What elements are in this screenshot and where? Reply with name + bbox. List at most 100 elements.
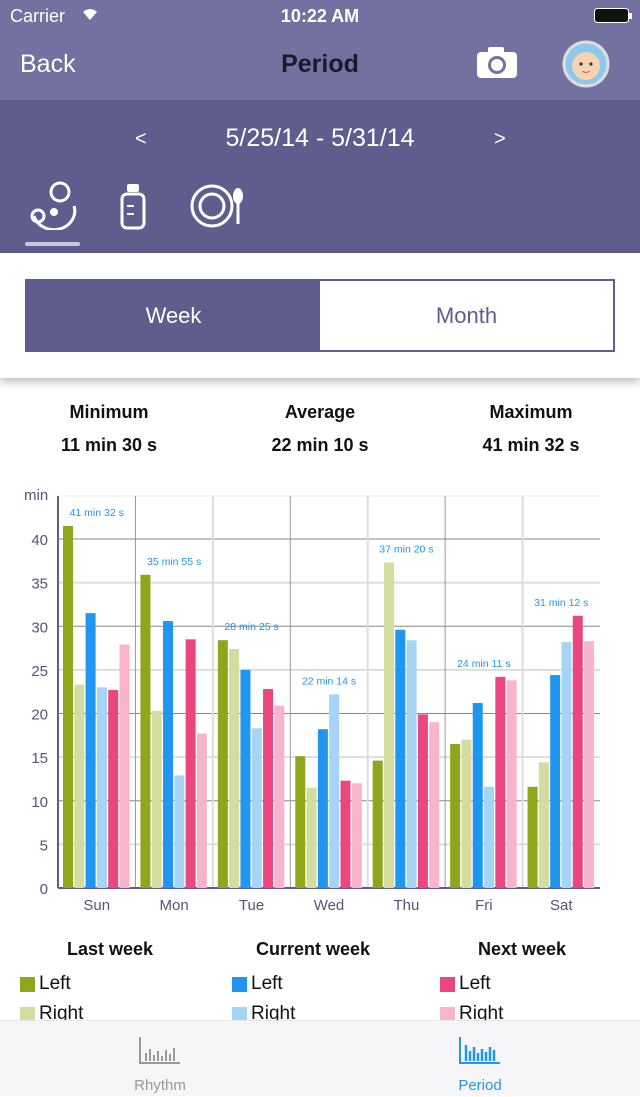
bar-tue-1 [229, 648, 240, 888]
bar-sun-3 [96, 687, 107, 888]
y-tick-label: 0 [40, 881, 48, 898]
clock: 10:22 AM [280, 6, 360, 26]
y-tick-label: 5 [40, 837, 48, 854]
stat-value: 22 min 10 s [271, 435, 369, 455]
bar-sat-0 [527, 786, 538, 888]
bar-mon-5 [196, 733, 207, 888]
bar-wed-1 [306, 787, 317, 888]
wifi-icon [80, 4, 100, 27]
bar-tue-2 [240, 669, 251, 888]
bar-mon-2 [163, 621, 174, 888]
prev-week-button[interactable]: < [135, 128, 147, 150]
status-bar: Carrier 10:22 AM [0, 0, 640, 32]
camera-icon[interactable] [476, 45, 518, 84]
legend-current-left: Left [232, 973, 283, 995]
legend-next-left: Left [440, 973, 491, 995]
segment-month[interactable]: Month [320, 281, 613, 350]
x-tick-label: Fri [475, 897, 493, 914]
back-button[interactable]: Back [20, 50, 76, 78]
bar-mon-1 [151, 710, 162, 888]
bar-thu-0 [372, 760, 383, 888]
meal-icon[interactable] [190, 182, 250, 237]
bar-sat-1 [538, 762, 549, 888]
nav-bar: Back Period [0, 32, 640, 100]
breastfeeding-icon[interactable] [26, 180, 80, 235]
bar-thu-3 [406, 640, 417, 888]
y-tick-label: 30 [31, 619, 48, 636]
stat-minimum: Minimum 11 min 30 s [9, 402, 209, 456]
bar-thu-2 [395, 629, 406, 888]
period-selector-area: Week Month [0, 253, 640, 378]
legend-last-right: Right [20, 1003, 83, 1025]
bar-sun-1 [74, 684, 85, 888]
tab-bar: Rhythm Period [0, 1020, 640, 1096]
tab-rhythm[interactable]: Rhythm [80, 1021, 240, 1097]
weekly-bar-chart: 0 5 10 15 20 25 30 35 40 min Sun 41 min 32 s Mon 35 m… [24, 487, 600, 914]
legend-label: Right [251, 1003, 296, 1024]
bar-fri-2 [472, 703, 483, 888]
stat-value: 11 min 30 s [60, 435, 158, 455]
tab-period[interactable]: Period [400, 1021, 560, 1097]
bar-sat-3 [561, 641, 572, 888]
bar-sun-2 [85, 613, 96, 888]
y-tick-label: 35 [31, 576, 48, 593]
max-annotation: 41 min 32 s [70, 507, 124, 519]
legend-next-right: Right [440, 1003, 503, 1025]
bottle-icon[interactable] [118, 182, 148, 237]
max-annotation: 22 min 14 s [302, 675, 356, 687]
legend-last-week: Last week [67, 939, 154, 959]
period-icon [459, 1037, 500, 1064]
legend-current-right: Right [232, 1003, 295, 1025]
legend-label: Right [39, 1003, 84, 1024]
legend-next-week: Next week [478, 939, 567, 959]
bar-sat-2 [550, 675, 561, 888]
bar-sat-4 [572, 615, 583, 888]
x-tick-label: Sun [83, 897, 110, 914]
bar-wed-3 [329, 694, 340, 888]
bar-sun-0 [63, 525, 73, 888]
stat-maximum: Maximum 41 min 32 s [431, 402, 631, 456]
y-tick-label: 10 [31, 794, 48, 811]
bar-fri-0 [450, 744, 461, 888]
date-range-bar: < 5/25/14 - 5/31/14 > [0, 100, 640, 253]
max-annotation: 35 min 55 s [147, 556, 201, 568]
segment-week[interactable]: Week [27, 281, 320, 350]
x-tick-label: Wed [314, 897, 345, 914]
x-tick-label: Sat [550, 897, 573, 914]
legend-label: Left [39, 973, 71, 994]
bar-sun-4 [108, 689, 119, 888]
baby-avatar[interactable] [562, 40, 610, 93]
stat-label: Maximum [489, 402, 573, 422]
bar-tue-4 [263, 689, 274, 888]
bar-wed-2 [317, 729, 328, 888]
date-range: 5/25/14 - 5/31/14 [225, 124, 415, 152]
bar-thu-4 [417, 714, 428, 888]
bar-wed-0 [295, 756, 306, 888]
bar-fri-3 [484, 786, 495, 888]
y-axis-label: min [24, 487, 48, 504]
legend-label: Left [459, 973, 491, 994]
bar-sat-5 [584, 641, 595, 888]
carrier: Carrier [10, 6, 66, 26]
legend-last-left: Left [20, 973, 71, 995]
bar-fri-5 [506, 680, 517, 888]
stat-average: Average 22 min 10 s [220, 402, 420, 456]
active-category-indicator [25, 242, 80, 246]
x-tick-label: Thu [393, 897, 419, 914]
bar-mon-3 [174, 775, 185, 888]
legend-current-week: Current week [256, 939, 371, 959]
next-week-button[interactable]: > [494, 128, 506, 150]
x-tick-label: Tue [239, 897, 264, 914]
bar-sun-5 [119, 644, 130, 888]
stat-value: 41 min 32 s [482, 435, 580, 455]
bar-fri-4 [495, 676, 506, 888]
bar-mon-0 [140, 574, 151, 888]
legend-label: Right [459, 1003, 504, 1024]
bar-thu-5 [429, 722, 440, 888]
bar-mon-4 [185, 639, 196, 888]
bar-tue-0 [217, 640, 228, 888]
y-tick-label: 40 [31, 532, 48, 549]
max-annotation: 24 min 11 s [457, 658, 511, 670]
max-annotation: 37 min 20 s [379, 544, 433, 556]
bar-tue-3 [251, 728, 262, 888]
